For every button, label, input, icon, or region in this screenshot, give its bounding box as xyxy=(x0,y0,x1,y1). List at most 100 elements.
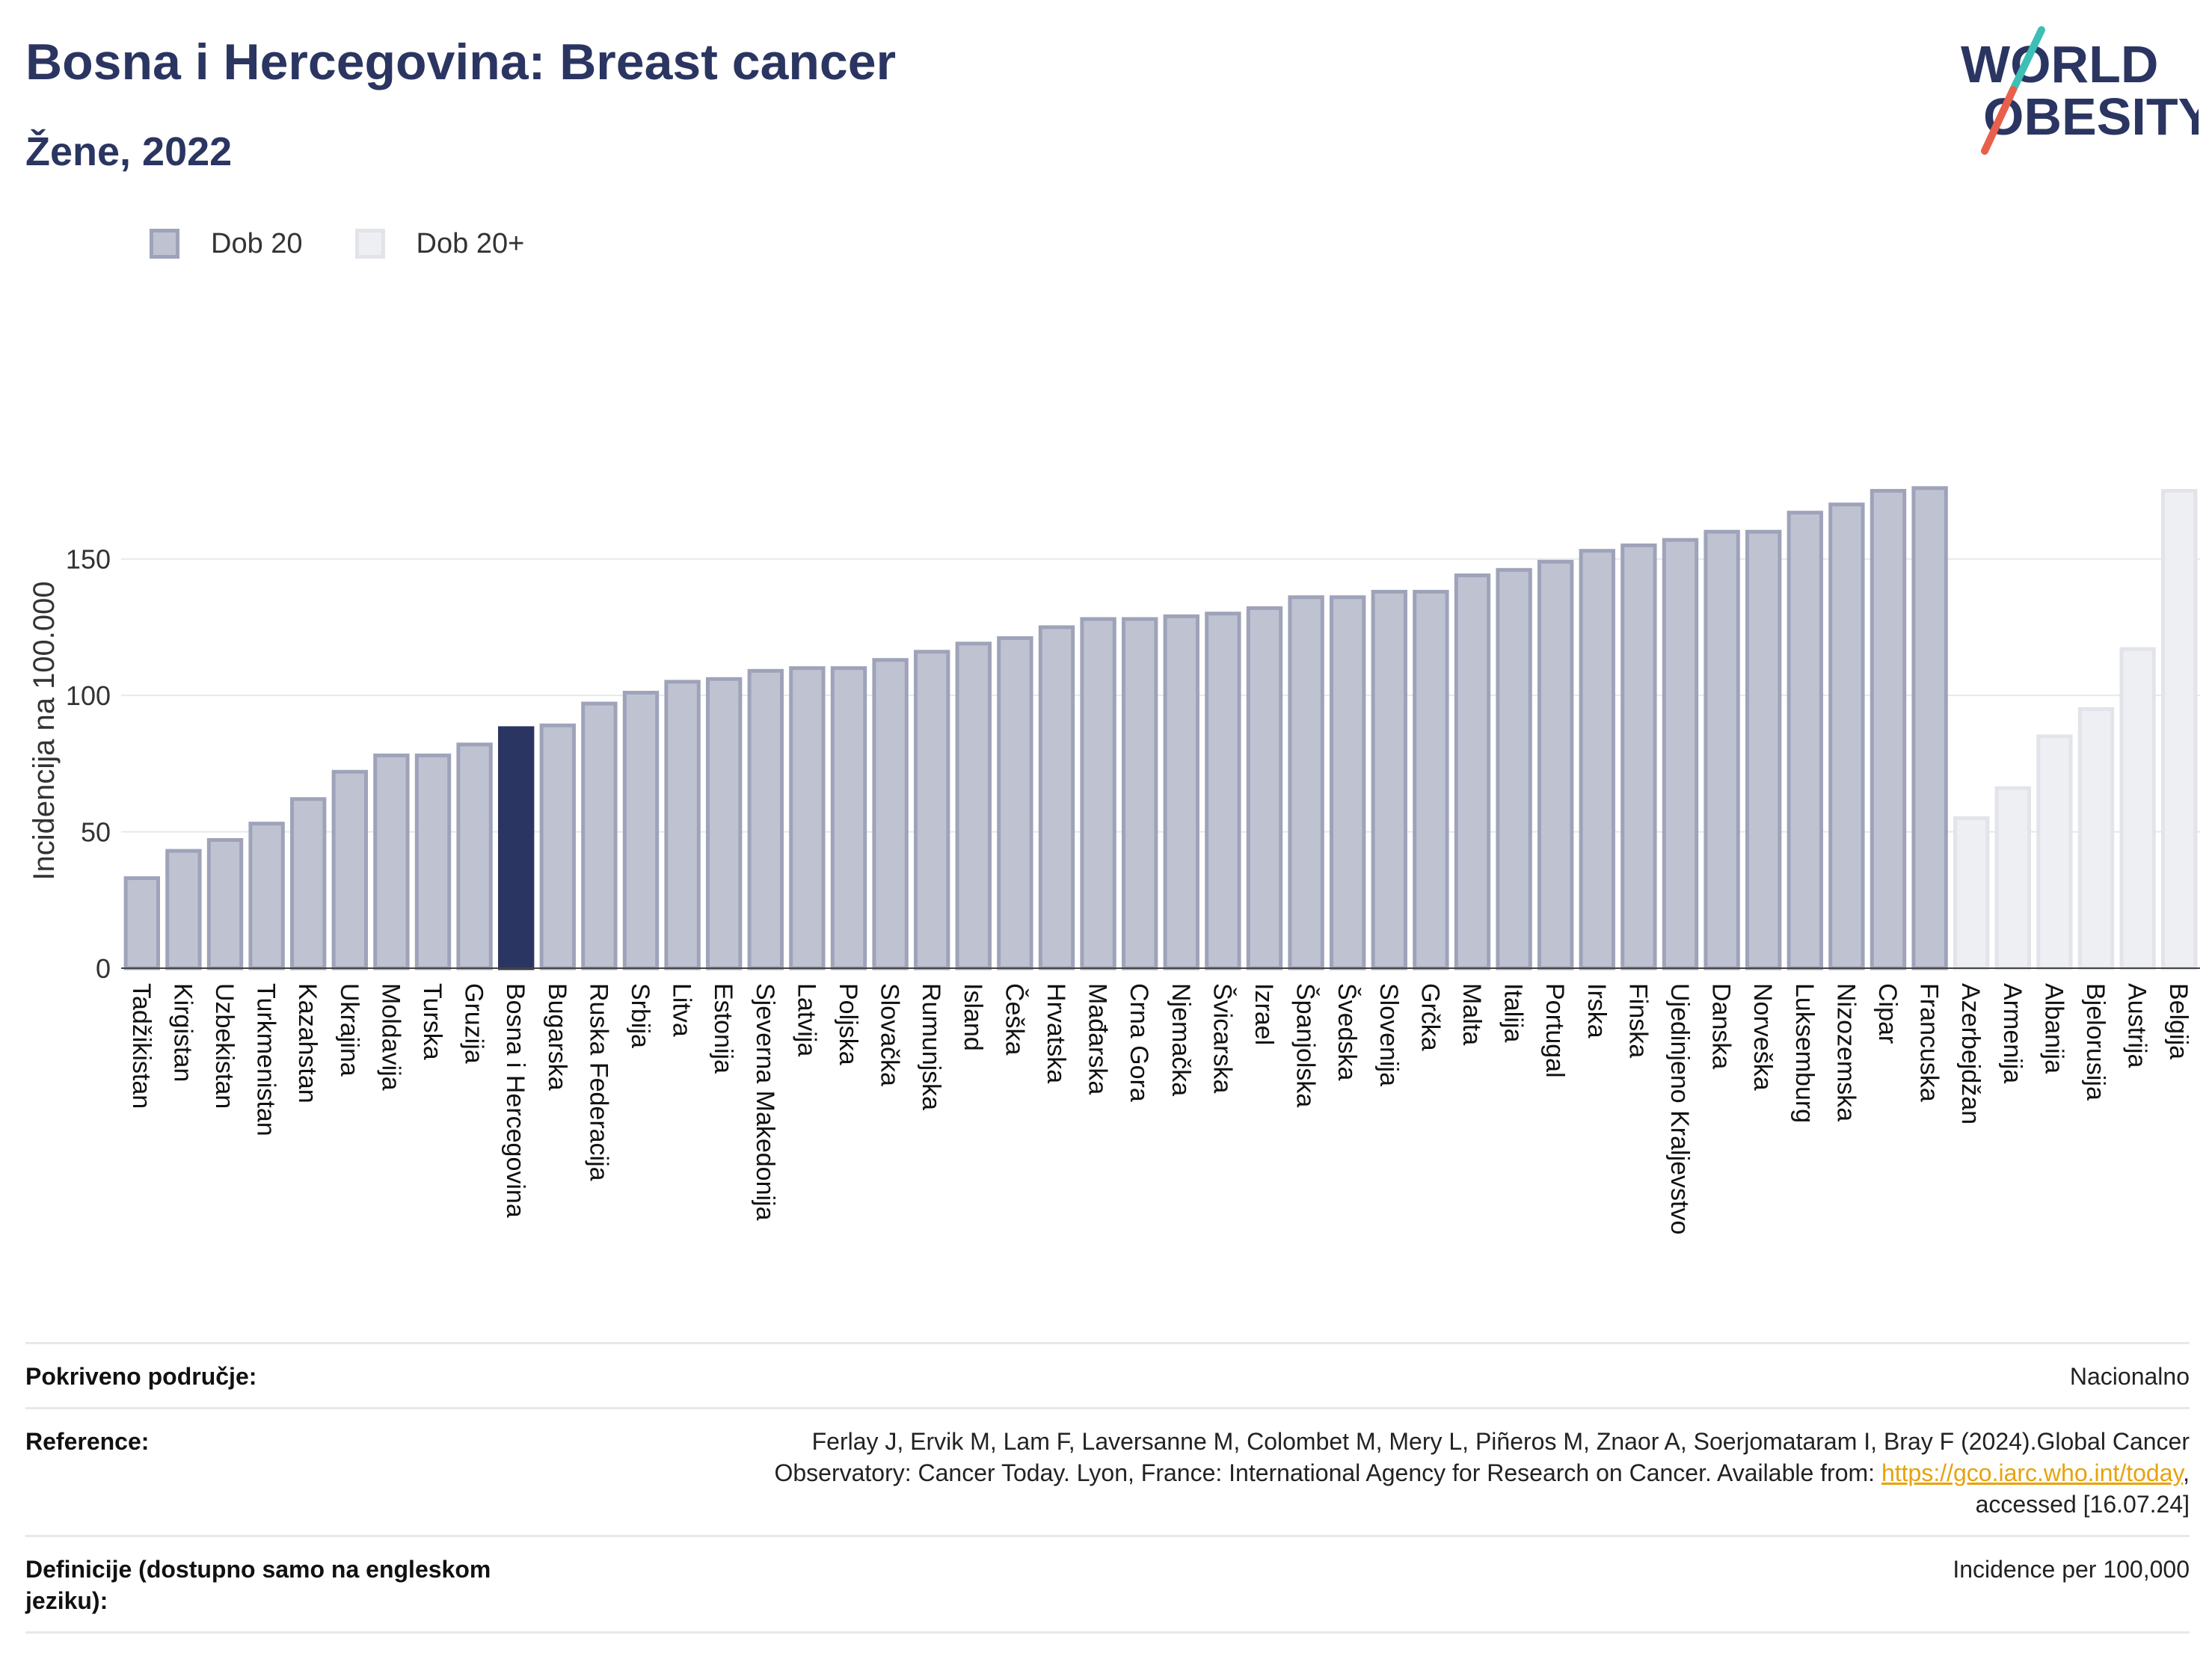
x-tick-label: Francuska xyxy=(1915,983,1944,1102)
x-tick-label: Kazahstan xyxy=(293,983,322,1104)
bar xyxy=(1496,567,1532,970)
x-tick-label: Sjeverna Makedonija xyxy=(751,983,779,1221)
x-tick-label: Bugarska xyxy=(543,983,571,1091)
bar xyxy=(789,666,826,970)
bar xyxy=(1870,488,1907,970)
x-tick-label: Češka xyxy=(1000,983,1028,1055)
x-tick-label: Njemačka xyxy=(1167,983,1195,1096)
bar xyxy=(456,742,493,970)
y-tick-label: 100 xyxy=(66,680,111,711)
footer-value: Nacionalno xyxy=(2069,1363,2190,1390)
bar xyxy=(1787,511,1823,970)
x-tick-label: Finska xyxy=(1623,983,1652,1058)
bar xyxy=(872,658,909,970)
legend-swatch-light xyxy=(354,229,385,259)
info-footer: Pokriveno područje: Nacionalno Reference… xyxy=(25,1342,2190,1634)
x-tick-label: Armenija xyxy=(1998,983,2027,1083)
page-subtitle: Žene, 2022 xyxy=(25,129,233,174)
reference-line-3: accessed [16.07.24] xyxy=(1975,1491,2190,1518)
bar xyxy=(622,690,660,970)
bar xyxy=(2036,734,2073,970)
footer-value: Ferlay J, Ervik M, Lam F, Laversanne M, … xyxy=(774,1426,2190,1520)
bar xyxy=(1953,816,1990,970)
bar xyxy=(1122,617,1158,970)
bar xyxy=(539,723,576,970)
x-tick-label: Poljska xyxy=(834,983,862,1065)
x-tick-label: Kirgistan xyxy=(168,983,197,1082)
bar xyxy=(2119,647,2156,970)
x-tick-label: Azerbejdžan xyxy=(1956,983,1985,1124)
bar xyxy=(206,838,244,970)
legend-item-dob-20-plus[interactable]: Dob 20+ xyxy=(354,227,525,260)
bar xyxy=(1454,573,1491,970)
x-tick-label: Albanija xyxy=(2039,983,2068,1074)
footer-value: Incidence per 100,000 xyxy=(1953,1556,2190,1583)
x-tick-label: Italija xyxy=(1499,983,1528,1042)
x-tick-label: Turska xyxy=(418,983,446,1060)
bar xyxy=(1163,614,1199,970)
bar xyxy=(1288,595,1324,970)
logo-slash-red-icon xyxy=(1981,86,2017,155)
x-tick-label: Estonija xyxy=(709,983,737,1074)
bar xyxy=(1246,606,1283,970)
x-tick-label: Švicarska xyxy=(1208,983,1236,1093)
legend-label: Dob 20+ xyxy=(416,227,525,259)
page-title: Bosna i Hercegovina: Breast cancer xyxy=(25,34,897,90)
footer-label: Definicije (dostupno samo na engleskom j… xyxy=(25,1556,491,1614)
x-tick-label: Bosna i Hercegovina xyxy=(501,983,529,1218)
y-tick-label: 50 xyxy=(81,817,111,848)
bar xyxy=(498,726,535,970)
bar xyxy=(1038,625,1075,970)
bar xyxy=(1080,617,1116,970)
legend-label: Dob 20 xyxy=(211,227,303,259)
x-tick-label: Španjolska xyxy=(1291,983,1320,1107)
bar xyxy=(1330,595,1366,970)
legend-swatch-dark xyxy=(150,229,179,259)
bar xyxy=(1537,559,1574,970)
x-tick-label: Tadžikistan xyxy=(127,983,156,1109)
footer-label: Reference: xyxy=(25,1428,150,1455)
x-tick-label: Gruzija xyxy=(460,983,488,1064)
footer-row-definitions: Definicije (dostupno samo na engleskom j… xyxy=(25,1535,2190,1634)
x-tick-label: Portugal xyxy=(1540,983,1569,1078)
bar xyxy=(955,641,992,970)
bar xyxy=(1205,612,1241,970)
bar xyxy=(747,668,784,970)
bar xyxy=(373,753,410,970)
reference-link[interactable]: https://gco.iarc.who.int/today xyxy=(1881,1459,2184,1486)
x-tick-label: Turkmenistan xyxy=(252,983,280,1136)
x-tick-label: Irska xyxy=(1582,983,1611,1038)
logo-slash-teal-icon xyxy=(2009,26,2045,93)
x-tick-label: Srbija xyxy=(626,983,654,1048)
bar xyxy=(997,636,1033,970)
x-tick-label: Ukrajina xyxy=(335,983,363,1077)
x-tick-label: Grčka xyxy=(1416,983,1444,1051)
bar xyxy=(414,753,452,970)
x-tick-label: Mađarska xyxy=(1084,983,1112,1095)
x-tick-label: Cipar xyxy=(1873,983,1902,1044)
footer-row-reference: Reference: Ferlay J, Ervik M, Lam F, Lav… xyxy=(25,1407,2190,1535)
x-tick-label: Austrija xyxy=(2123,983,2151,1068)
legend-item-dob-20[interactable]: Dob 20 xyxy=(150,228,303,260)
bar xyxy=(1371,589,1407,970)
bar xyxy=(1745,529,1782,970)
x-tick-label: Litva xyxy=(668,983,696,1037)
bar xyxy=(581,701,618,970)
logo-text-obesity: OBESITY xyxy=(1983,87,2199,146)
bar xyxy=(1662,538,1699,970)
x-tick-label: Ruska Federacija xyxy=(584,983,612,1181)
x-tick-label: Latvija xyxy=(792,983,820,1056)
x-tick-label: Nizozemska xyxy=(1831,983,1860,1121)
x-tick-label: Danska xyxy=(1707,983,1736,1069)
x-tick-label: Bjelorusija xyxy=(2081,983,2110,1101)
y-axis-title: Incidencija na 100.000 xyxy=(28,581,61,880)
bar xyxy=(830,666,867,970)
bar xyxy=(1994,786,2031,970)
footer-label: Pokriveno područje: xyxy=(25,1363,257,1390)
footer-row-coverage: Pokriveno područje: Nacionalno xyxy=(25,1342,2190,1407)
bar xyxy=(2077,707,2115,970)
bar xyxy=(1703,529,1740,970)
bar xyxy=(1620,543,1657,970)
bar xyxy=(331,769,368,970)
